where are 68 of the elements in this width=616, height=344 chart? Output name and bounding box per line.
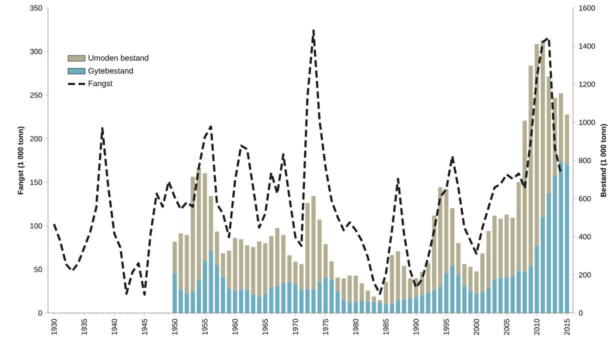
bar [220,253,226,278]
bar [317,220,322,282]
bar [504,277,509,313]
bar [208,250,214,313]
bar [311,196,316,290]
bar [305,203,310,290]
bar [474,294,479,313]
bar [384,304,388,313]
bar [492,279,497,313]
bar [408,298,412,313]
bar [462,286,466,313]
bar [504,214,509,278]
bar [558,93,564,162]
bar [498,278,503,313]
bar [558,162,564,313]
bar [299,264,304,290]
bar [323,277,328,313]
bar [546,76,551,194]
bar [480,292,485,313]
bar [238,239,244,290]
bar [486,287,491,313]
bar [220,277,226,313]
bar [414,297,418,313]
bar [299,289,304,313]
bar [232,238,238,292]
bar [226,250,232,288]
bar [390,255,394,304]
bar [480,254,485,292]
bar [311,289,316,313]
bar [287,255,292,282]
bar [226,288,232,313]
bar [396,300,400,313]
bar [486,231,491,288]
bar [468,266,473,291]
bar [330,280,334,313]
bar [384,282,388,305]
bar [287,282,292,313]
bar [498,218,503,278]
bar [492,216,497,280]
bar [238,289,244,313]
bar [293,262,298,284]
bar [474,271,479,294]
bar [214,232,220,265]
bar [293,284,298,313]
bar [552,176,558,313]
bar [378,302,382,313]
bar [372,296,376,302]
bar [564,164,570,313]
bar [323,244,328,278]
bar [402,266,406,300]
bar [317,282,322,313]
bar [196,280,201,313]
bar [196,168,201,280]
bar [402,299,406,313]
bar [202,173,208,261]
bar [202,260,208,313]
bar [396,251,400,301]
bar [330,261,334,280]
bar [468,290,473,313]
bar [305,289,310,313]
bar [546,193,551,313]
bar [214,264,220,313]
bar [408,278,412,298]
bar [462,264,466,286]
bar [564,114,570,165]
bar [232,291,238,313]
bar [390,304,394,313]
bar [208,196,214,251]
